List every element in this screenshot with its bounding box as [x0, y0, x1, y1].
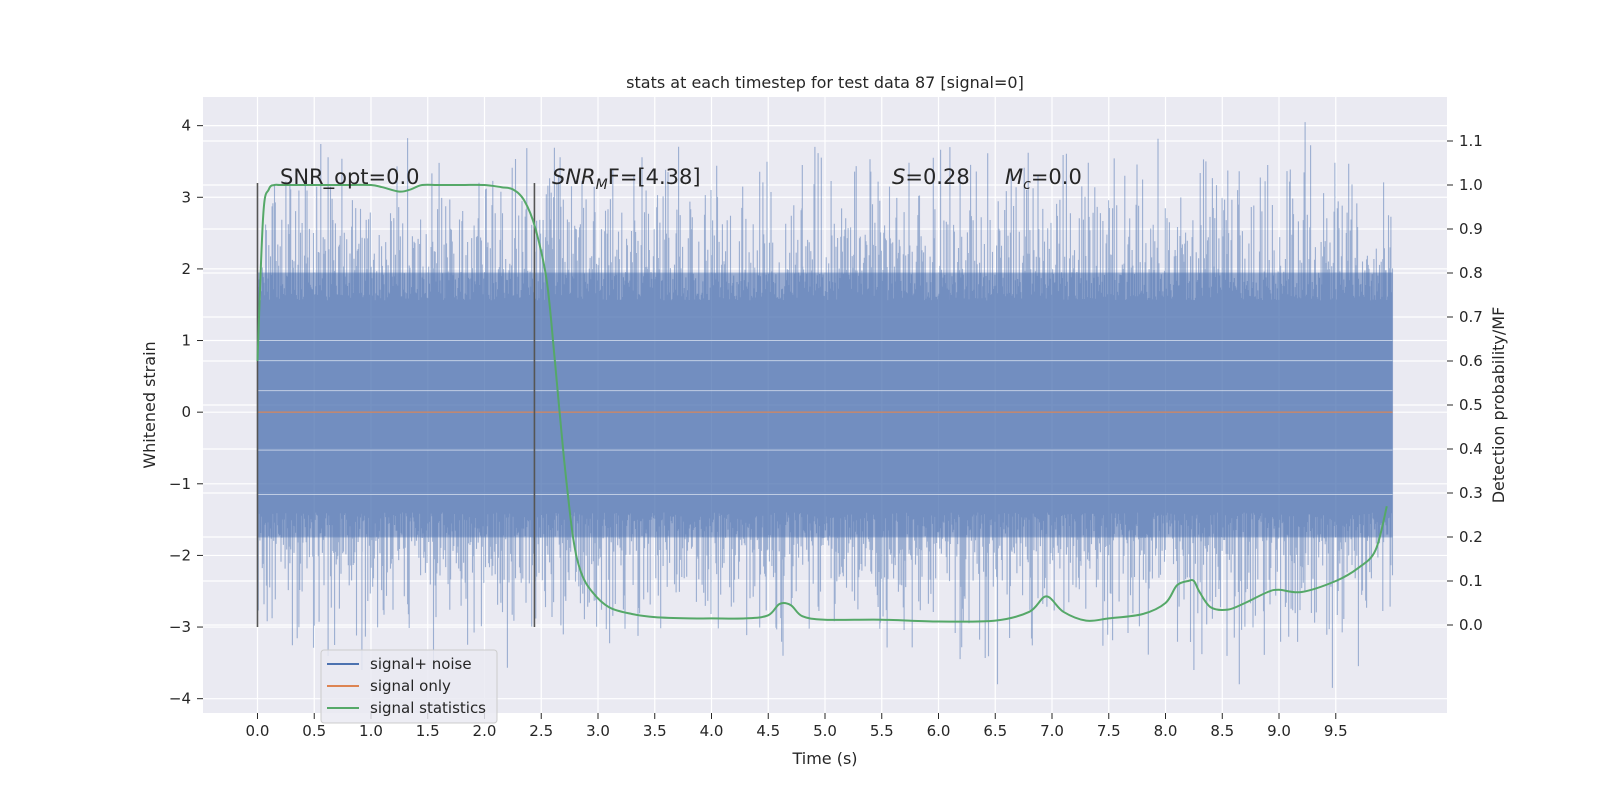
x-tick-label: 0.5	[302, 722, 326, 740]
x-tick-label: 3.0	[586, 722, 610, 740]
y-tick-label: 0	[181, 403, 191, 421]
y2-tick-label: 0.3	[1459, 484, 1483, 502]
annotation-snr-mf: SNRMF=[4.38]	[552, 165, 701, 193]
y-tick-label: −3	[169, 618, 191, 636]
y2-tick-label: 1.0	[1459, 176, 1483, 194]
x-tick-label: 8.5	[1210, 722, 1234, 740]
y2-tick-label: 0.4	[1459, 440, 1483, 458]
mc-value: =0.0	[1031, 165, 1082, 189]
y2-tick-label: 0.8	[1459, 264, 1483, 282]
x-tick-label: 5.0	[813, 722, 837, 740]
y-tick-label: 3	[181, 188, 191, 206]
legend-label-signal-statistics: signal statistics	[370, 699, 486, 717]
y2-tick-label: 0.5	[1459, 396, 1483, 414]
x-tick-label: 2.5	[529, 722, 553, 740]
x-tick-label: 3.5	[643, 722, 667, 740]
y2-tick-label: 0.0	[1459, 616, 1483, 634]
y2-tick-label: 0.6	[1459, 352, 1483, 370]
annotation-mc: Mc=0.0	[1005, 165, 1082, 193]
tick-layer: 0.0 0.5 1.0 1.5 2.0 2.5 3.0 3.5 4.0 4.5 5.0 5.5 6.0 6…	[169, 117, 1483, 740]
x-tick-label: 6.5	[983, 722, 1007, 740]
s-symbol: S	[892, 165, 905, 189]
y2-tick-label: 0.2	[1459, 528, 1483, 546]
snr-mf-rest: F=[4.38]	[608, 165, 701, 189]
x-tick-label: 1.5	[416, 722, 440, 740]
chart-title: stats at each timestep for test data 87 …	[626, 73, 1024, 92]
x-tick-label: 0.0	[246, 722, 270, 740]
mc-base: M	[1005, 165, 1023, 189]
x-tick-label: 7.5	[1097, 722, 1121, 740]
x-tick-label: 2.0	[473, 722, 497, 740]
y-tick-label: 1	[181, 332, 191, 350]
x-tick-label: 8.0	[1154, 722, 1178, 740]
annotation-s: S=0.28	[892, 165, 970, 189]
y-tick-label: −4	[169, 690, 191, 708]
x-tick-label: 5.5	[870, 722, 894, 740]
y-tick-label: 2	[181, 260, 191, 278]
x-tick-label: 9.0	[1267, 722, 1291, 740]
legend-label-signal-noise: signal+ noise	[370, 655, 472, 673]
y2-tick-label: 0.1	[1459, 572, 1483, 590]
series-signal-statistics	[256, 183, 1388, 623]
y-tick-label: 4	[181, 117, 191, 135]
annotation-snr-opt: SNR_opt=0.0	[280, 165, 420, 190]
x-tick-label: 4.5	[756, 722, 780, 740]
x-tick-label: 9.5	[1324, 722, 1348, 740]
vertical-marker-layer	[256, 182, 536, 628]
x-tick-label: 1.0	[359, 722, 383, 740]
legend: signal+ noise signal only signal statist…	[320, 649, 498, 724]
x-axis-label: Time (s)	[791, 749, 857, 768]
y2-axis-label: Detection probability/MF	[1489, 307, 1508, 504]
legend-label-signal-only: signal only	[370, 677, 451, 695]
statistics-layer	[256, 183, 1388, 623]
y2-tick-label: 1.1	[1459, 132, 1483, 150]
snr-mf-subscript: M	[596, 177, 608, 193]
s-value: =0.28	[905, 165, 969, 189]
x-tick-label: 6.0	[927, 722, 951, 740]
y2-tick-label: 0.9	[1459, 220, 1483, 238]
x-tick-label: 4.0	[700, 722, 724, 740]
y-tick-label: −1	[169, 475, 191, 493]
noise-layer	[256, 122, 1394, 688]
snr-mf-base: SNR	[552, 165, 596, 189]
mc-subscript: c	[1023, 177, 1031, 193]
x-tick-label: 7.0	[1040, 722, 1064, 740]
y-axis-label: Whitened strain	[140, 341, 159, 468]
legend-box	[320, 649, 498, 724]
y2-tick-label: 0.7	[1459, 308, 1483, 326]
y-tick-label: −2	[169, 546, 191, 564]
